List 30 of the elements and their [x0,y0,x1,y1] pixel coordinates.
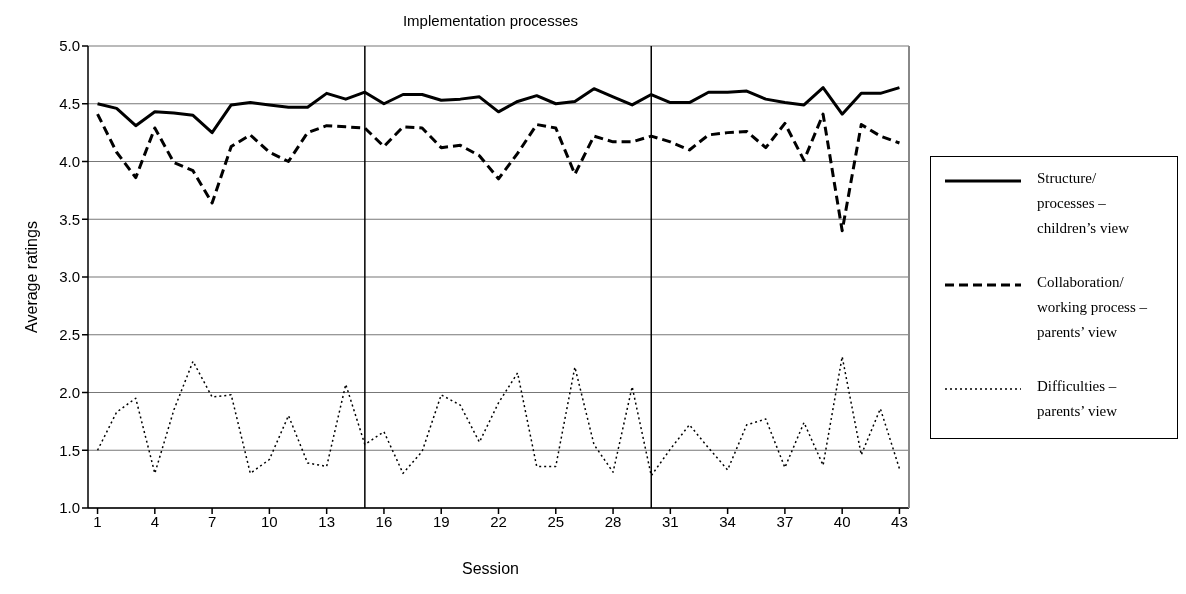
y-axis-title: Average ratings [23,221,41,333]
x-tick-label: 16 [375,512,393,530]
y-tick-label: 4.0 [59,152,80,170]
text: Collaboration/ working process – parents’ view [1037,272,1148,342]
x-tick-label: 34 [719,512,736,530]
text: Structure/ processes – children’s view [1037,168,1131,238]
x-tick-label: 22 [490,512,507,530]
x-tick-label: 31 [661,512,679,530]
x-tick-label: 28 [604,512,622,530]
y-tick-label: 2.5 [59,326,80,344]
x-tick-label: 10 [261,512,278,530]
x-tick-label: 7 [207,512,217,530]
y-tick-label: 5.0 [59,37,80,55]
y-tick-label: 3.0 [59,268,80,286]
x-tick-label: 19 [432,512,450,530]
x-tick-label: 25 [547,512,565,530]
chart-title: Implementation processes [401,12,580,29]
y-tick-label: 2.0 [59,383,80,401]
x-tick-label: 13 [318,512,336,530]
x-tick-label: 4 [150,512,159,530]
y-tick-label: 1.0 [59,499,80,517]
y-tick-label: 1.5 [59,441,80,459]
y-tick-label: 4.5 [59,95,80,113]
x-tick-label: 37 [776,512,794,530]
x-tick-label: 43 [891,512,908,530]
x-tick-label: 1 [93,512,102,530]
x-axis-title: Session [461,560,520,578]
text: Difficulties – parents’ view [1037,376,1119,421]
y-tick-label: 3.5 [59,210,80,228]
x-tick-label: 40 [833,512,851,530]
